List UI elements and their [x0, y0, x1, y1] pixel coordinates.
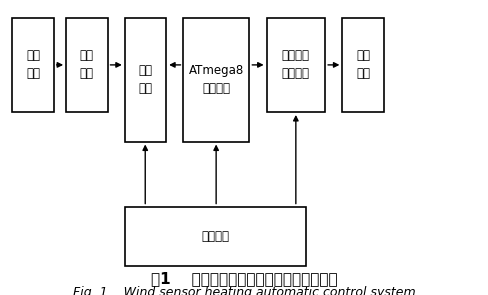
Text: 通讯
接口: 通讯 接口 [138, 64, 152, 95]
Bar [66, 18, 107, 112]
Text: 参数
采样: 参数 采样 [26, 49, 40, 81]
Text: ATmega8
型单片机: ATmega8 型单片机 [188, 64, 244, 95]
Bar [266, 18, 325, 112]
Text: Fig. 1    Wind sensor heating automatic control system: Fig. 1 Wind sensor heating automatic con… [73, 286, 415, 295]
Text: 光电隔离
驱动电路: 光电隔离 驱动电路 [281, 49, 309, 81]
Text: 指令
控制: 指令 控制 [80, 49, 94, 81]
Bar [12, 18, 54, 112]
Bar [342, 18, 383, 112]
Bar [124, 18, 166, 142]
Text: 供电电路: 供电电路 [201, 230, 229, 242]
Bar [124, 206, 305, 266]
Bar [183, 18, 249, 142]
Text: 加热
电路: 加热 电路 [355, 49, 369, 81]
Text: 图1    風传感器加热自动控制系统结构框图: 图1 風传感器加热自动控制系统结构框图 [151, 271, 337, 286]
